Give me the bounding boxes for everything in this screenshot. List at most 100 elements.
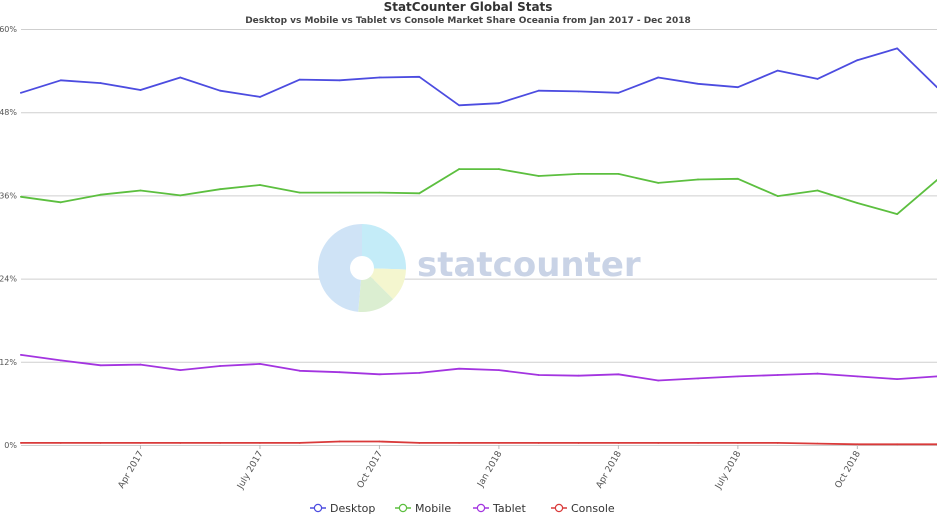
grid-layer <box>21 29 937 446</box>
data-point-mobile <box>219 188 222 191</box>
data-point-desktop <box>179 76 182 79</box>
data-point-desktop <box>577 90 580 93</box>
y-tick-label: 12% <box>0 358 17 367</box>
data-point-console <box>59 442 62 444</box>
legend-label: Mobile <box>415 502 451 515</box>
data-point-console <box>498 442 500 444</box>
x-tick-label: July 2018 <box>713 449 743 491</box>
data-point-tablet <box>896 378 899 381</box>
data-point-mobile <box>617 173 620 175</box>
legend-item-mobile[interactable]: Mobile <box>395 502 451 515</box>
data-point-mobile <box>259 184 261 186</box>
data-point-tablet <box>338 371 341 374</box>
data-point-tablet <box>259 362 261 365</box>
data-point-console <box>776 442 779 444</box>
data-point-mobile <box>338 191 341 194</box>
data-point-tablet <box>617 373 620 376</box>
data-point-tablet <box>537 374 540 376</box>
logo-hole <box>350 256 374 280</box>
y-tick-label: 60% <box>0 25 17 34</box>
data-point-mobile <box>657 182 660 184</box>
y-tick-label: 0% <box>4 441 17 450</box>
legend-item-tablet[interactable]: Tablet <box>473 502 526 515</box>
data-point-mobile <box>20 195 22 198</box>
data-point-console <box>99 442 102 444</box>
data-point-desktop <box>657 76 660 79</box>
data-point-console <box>298 442 301 444</box>
data-point-desktop <box>418 75 421 78</box>
watermark-text: statcounter <box>417 245 641 285</box>
data-point-console <box>617 442 620 444</box>
legend-label: Desktop <box>330 502 375 515</box>
data-point-tablet <box>298 369 301 372</box>
data-point-console <box>179 442 182 444</box>
x-tick-label: July 2017 <box>235 450 265 492</box>
data-point-desktop <box>139 89 142 91</box>
data-point-mobile <box>697 178 699 181</box>
statcounter-watermark: statcounter <box>317 224 641 313</box>
y-tick-label: 36% <box>0 191 17 200</box>
data-point-mobile <box>896 213 899 216</box>
data-point-mobile <box>816 189 819 192</box>
data-point-tablet <box>816 372 819 375</box>
data-point-desktop <box>816 78 819 80</box>
data-point-desktop <box>20 91 22 94</box>
data-point-console <box>577 442 580 444</box>
data-point-tablet <box>418 371 421 374</box>
series-line-mobile <box>20 168 937 216</box>
data-point-desktop <box>776 69 779 72</box>
x-tick-label: Apr 2017 <box>117 450 146 491</box>
data-point-console <box>896 443 899 446</box>
legend-item-desktop[interactable]: Desktop <box>310 502 375 515</box>
x-tick-label: Jan 2018 <box>476 449 505 489</box>
data-point-mobile <box>179 194 182 197</box>
data-point-desktop <box>697 82 699 85</box>
data-point-mobile <box>139 189 142 192</box>
data-point-mobile <box>537 175 540 177</box>
data-point-console <box>139 442 142 444</box>
data-point-mobile <box>577 173 580 175</box>
data-point-console <box>856 443 859 446</box>
x-axis-ticks: Apr 2017 July 2017 Oct 2017 Jan 2018 Apr 201… <box>117 445 863 492</box>
data-point-mobile <box>298 191 301 194</box>
legend-marker-icon <box>554 503 564 513</box>
y-axis-ticks: 0% 12% 24% 36% 48% 60% <box>0 25 17 450</box>
data-point-desktop <box>896 47 899 50</box>
data-point-tablet <box>697 377 699 380</box>
data-point-mobile <box>458 168 460 170</box>
data-point-tablet <box>219 365 222 367</box>
data-point-tablet <box>378 373 381 376</box>
data-point-tablet <box>498 369 500 372</box>
y-tick-label: 48% <box>0 108 17 117</box>
legend-label: Tablet <box>492 502 526 515</box>
data-point-mobile <box>418 192 421 195</box>
series-layer <box>20 47 937 446</box>
statcounter-logo-icon <box>317 224 406 313</box>
data-point-tablet <box>59 359 62 362</box>
data-point-console <box>259 442 261 444</box>
data-point-console <box>697 442 699 444</box>
data-point-mobile <box>99 193 102 196</box>
data-point-console <box>657 442 660 444</box>
x-tick-label: Oct 2018 <box>834 449 863 490</box>
data-point-tablet <box>20 353 22 356</box>
data-point-console <box>219 442 222 444</box>
data-point-tablet <box>139 363 142 366</box>
data-point-desktop <box>736 86 739 89</box>
data-point-tablet <box>856 375 859 378</box>
data-point-mobile <box>856 202 859 204</box>
data-point-desktop <box>856 59 859 62</box>
data-point-tablet <box>179 369 182 372</box>
logo-segment <box>317 224 362 312</box>
data-point-desktop <box>498 102 500 105</box>
data-point-mobile <box>378 191 381 194</box>
data-point-console <box>378 440 381 443</box>
data-point-desktop <box>458 104 460 107</box>
data-point-console <box>20 442 22 444</box>
legend-marker-icon <box>398 503 408 513</box>
logo-segment <box>362 224 406 270</box>
data-point-desktop <box>537 89 540 92</box>
data-point-desktop <box>219 89 222 92</box>
legend-item-console[interactable]: Console <box>551 502 615 515</box>
